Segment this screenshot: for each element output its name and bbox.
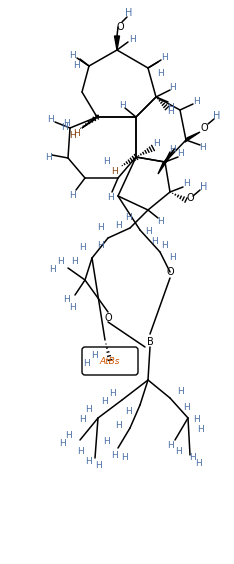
Text: H: H (178, 149, 184, 158)
Text: H: H (103, 438, 109, 447)
Text: O: O (200, 123, 208, 133)
Text: B: B (147, 337, 153, 347)
Text: H: H (69, 303, 75, 312)
Text: H: H (158, 69, 164, 78)
Text: H: H (65, 430, 71, 439)
Text: H: H (112, 451, 118, 460)
Text: H: H (129, 34, 135, 43)
Text: H: H (116, 221, 122, 230)
Text: H: H (70, 191, 76, 200)
Text: H: H (73, 129, 79, 138)
Text: H: H (194, 96, 200, 105)
FancyBboxPatch shape (82, 347, 138, 375)
Text: H: H (112, 168, 118, 177)
Polygon shape (114, 36, 120, 50)
Text: H: H (84, 359, 90, 368)
Text: H: H (49, 266, 55, 275)
Text: H: H (158, 218, 164, 227)
Text: AtBs: AtBs (100, 358, 120, 367)
Text: H: H (97, 223, 103, 232)
Text: H: H (175, 447, 181, 456)
Text: H: H (107, 192, 113, 201)
Text: O: O (104, 313, 112, 323)
Text: H: H (104, 157, 110, 166)
Text: H: H (170, 144, 176, 153)
Text: H: H (125, 214, 131, 223)
Text: H: H (177, 387, 183, 396)
Text: H: H (97, 240, 103, 249)
Text: H: H (161, 52, 167, 61)
Text: H: H (125, 8, 133, 18)
Text: H: H (64, 120, 70, 129)
Text: H: H (119, 100, 125, 109)
Text: H: H (63, 296, 69, 305)
Text: H: H (189, 453, 195, 462)
Text: H: H (70, 51, 76, 59)
Text: H: H (170, 83, 176, 92)
Text: H: H (184, 403, 190, 412)
Text: H: H (57, 258, 63, 267)
Text: H: H (45, 153, 51, 162)
Text: H: H (59, 438, 65, 447)
Text: H: H (152, 237, 158, 246)
Text: H: H (167, 440, 173, 450)
Polygon shape (185, 132, 200, 142)
Text: H: H (195, 460, 201, 469)
Text: H: H (79, 416, 85, 425)
Text: H: H (92, 350, 98, 359)
Text: H: H (77, 447, 83, 456)
Text: H: H (74, 60, 80, 69)
Text: H: H (169, 253, 175, 262)
Text: H: H (125, 408, 131, 416)
Text: H: H (109, 389, 115, 398)
Text: H: H (122, 453, 128, 462)
Polygon shape (158, 161, 167, 174)
Text: H: H (200, 143, 206, 152)
Text: H: H (85, 406, 91, 415)
Text: H: H (154, 139, 160, 148)
Text: O: O (186, 193, 194, 203)
Text: H: H (162, 240, 168, 249)
Text: H: H (79, 244, 85, 253)
Polygon shape (163, 148, 175, 164)
Text: O: O (166, 267, 174, 277)
Text: H: H (168, 103, 174, 112)
Text: H: H (69, 131, 75, 140)
Text: H: H (115, 421, 121, 430)
Text: H: H (61, 124, 67, 133)
Text: H: H (167, 108, 173, 117)
Text: H: H (183, 179, 189, 188)
Text: H: H (193, 416, 199, 425)
Text: O: O (116, 22, 124, 32)
Polygon shape (82, 115, 99, 128)
Text: H: H (213, 111, 221, 121)
Text: H: H (145, 227, 151, 236)
Text: H: H (197, 425, 203, 434)
Text: H: H (200, 182, 208, 192)
Text: H: H (85, 457, 91, 466)
Text: H: H (48, 116, 54, 125)
Text: H: H (95, 460, 101, 469)
Text: H: H (102, 398, 108, 407)
Text: H: H (72, 258, 78, 267)
